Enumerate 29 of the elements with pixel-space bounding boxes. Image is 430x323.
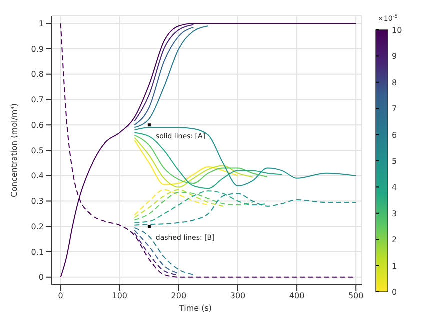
color-bar-label: 2: [392, 236, 398, 245]
y-tick-label: 0.8: [31, 70, 44, 80]
y-tick-label: 0: [38, 273, 44, 282]
y-tick-label: 0.7: [31, 96, 44, 105]
color-bar-label: 7: [392, 104, 398, 114]
y-tick-label: 0.1: [31, 248, 44, 257]
y-tick-label: 0.3: [31, 197, 44, 206]
x-tick-label: 100: [112, 292, 128, 301]
x-tick-label: 200: [171, 292, 187, 301]
y-tick-label: 0.4: [31, 172, 44, 181]
y-tick-label: 0.6: [31, 120, 44, 130]
color-bar-label: 8: [392, 78, 398, 88]
x-tick-label: 400: [289, 292, 305, 301]
color-bar-label: 10: [392, 26, 402, 35]
color-bar-label: 6: [392, 130, 398, 140]
x-axis-title: Time (s): [178, 304, 212, 313]
y-tick-label: 1: [38, 19, 44, 28]
y-tick-label: 0.5: [31, 146, 44, 156]
x-tick-label: 0: [58, 292, 64, 301]
y-axis-title: Concentration (mol/m³): [10, 104, 19, 198]
x-tick-label: 300: [230, 292, 246, 301]
color-bar-label: 9: [392, 52, 398, 62]
x-tick-label: 500: [348, 292, 364, 301]
y-tick-label: 0.9: [31, 44, 44, 54]
color-bar-label: 5: [392, 157, 398, 166]
y-tick-label: 0.2: [31, 222, 44, 232]
color-bar-label: 1: [392, 262, 398, 271]
color-bar-label: 4: [392, 183, 398, 192]
color-bar-label: 3: [392, 209, 398, 218]
